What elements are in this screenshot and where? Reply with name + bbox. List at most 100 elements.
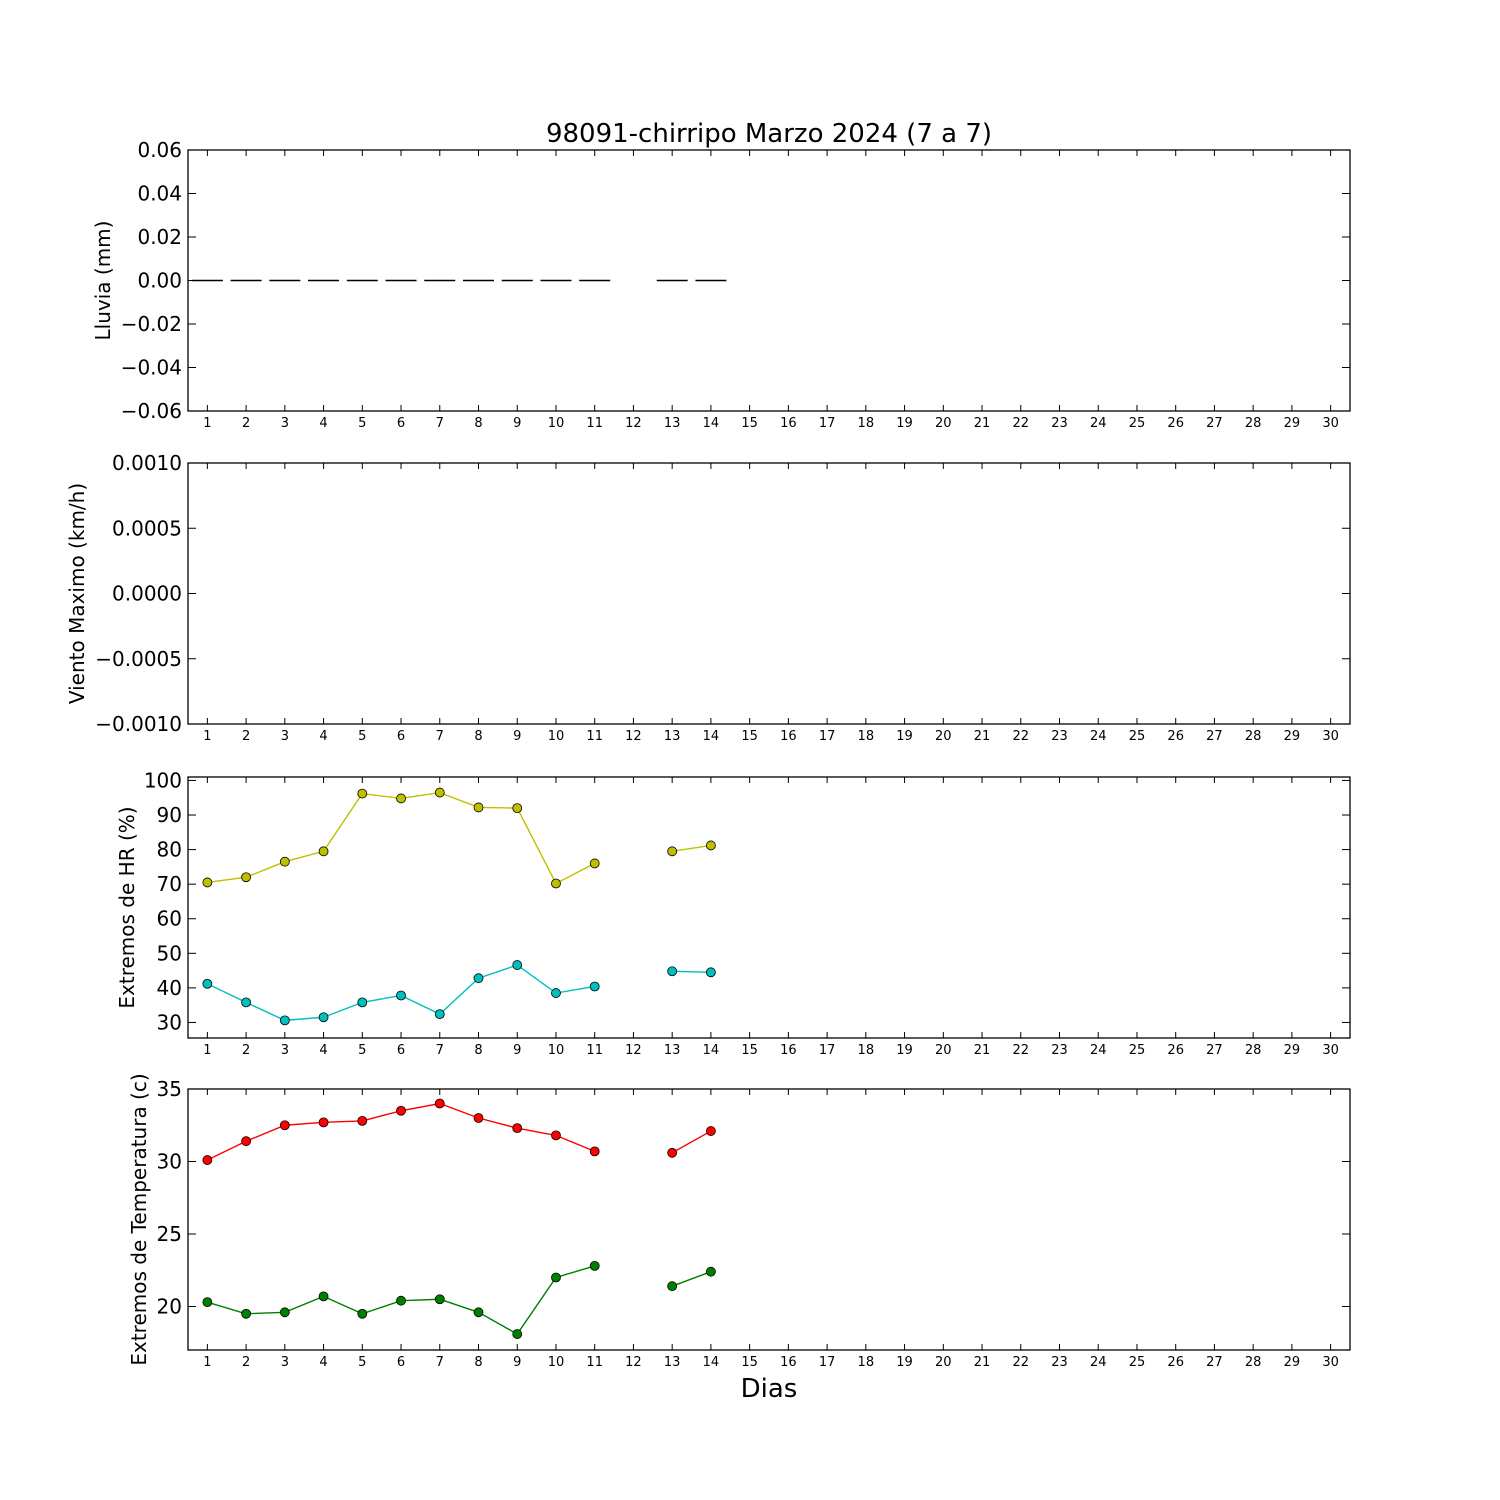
temp-min-point bbox=[357, 1308, 368, 1319]
hr-min-point bbox=[473, 973, 484, 984]
temp-max-point bbox=[551, 1130, 561, 1141]
hr-max-point bbox=[512, 803, 523, 814]
temp-max-point bbox=[241, 1136, 252, 1147]
x-tick-label: 6 bbox=[397, 416, 405, 431]
x-tick-label: 22 bbox=[1012, 729, 1029, 744]
hr-max-point bbox=[551, 878, 561, 889]
x-tick-label: 2 bbox=[242, 1043, 250, 1058]
y-tick-label: 80 bbox=[157, 838, 182, 862]
x-tick-label: 2 bbox=[242, 1355, 250, 1370]
hr-min-point bbox=[396, 990, 406, 1001]
x-tick-label: 28 bbox=[1245, 1355, 1262, 1370]
x-tick-label: 21 bbox=[974, 1355, 991, 1370]
x-tick-label: 17 bbox=[819, 1355, 836, 1370]
y-tick-label: 0.0010 bbox=[112, 451, 182, 475]
temp-max-point bbox=[357, 1116, 368, 1126]
x-tick-label: 6 bbox=[397, 729, 405, 744]
x-tick-label: 10 bbox=[548, 729, 565, 744]
y-tick-label: 70 bbox=[157, 872, 182, 896]
y-axis-label: Extremos de HR (%) bbox=[115, 806, 139, 1008]
x-tick-label: 11 bbox=[586, 416, 603, 431]
x-tick-label: 15 bbox=[741, 1355, 758, 1370]
x-tick-label: 8 bbox=[474, 1355, 482, 1370]
temp-max-line bbox=[671, 1130, 712, 1154]
hr-max-line bbox=[207, 791, 596, 885]
x-tick-label: 10 bbox=[548, 1355, 565, 1370]
temp-max-point bbox=[318, 1117, 329, 1128]
x-tick-label: 13 bbox=[664, 1355, 681, 1370]
x-tick-label: 19 bbox=[896, 416, 913, 431]
hr-max-point bbox=[318, 846, 329, 857]
x-tick-label: 8 bbox=[474, 1043, 482, 1058]
x-tick-label: 26 bbox=[1167, 1043, 1184, 1058]
x-tick-label: 24 bbox=[1090, 1355, 1107, 1370]
x-tick-label: 27 bbox=[1206, 1355, 1223, 1370]
chart-panels: 1 2 3 4 5 6 7 8 9 10 11 12 13 14 15 16 17 18 19 20 21 22 23 24 2… bbox=[65, 138, 1351, 1370]
x-tick-label: 1 bbox=[203, 416, 211, 431]
x-tick-label: 10 bbox=[548, 416, 565, 431]
y-tick-label: 0.0000 bbox=[112, 582, 182, 606]
temp-min-point bbox=[551, 1272, 561, 1283]
x-tick-label: 21 bbox=[974, 729, 991, 744]
x-tick-label: 30 bbox=[1322, 1043, 1339, 1058]
x-tick-label: 9 bbox=[513, 1043, 521, 1058]
y-axis-label: Extremos de Temperatura (c) bbox=[127, 1073, 151, 1365]
x-tick-label: 1 bbox=[203, 1043, 211, 1058]
x-tick-label: 14 bbox=[703, 1043, 720, 1058]
x-tick-label: 24 bbox=[1090, 729, 1107, 744]
x-axis-label: Dias bbox=[741, 1374, 798, 1404]
x-tick-label: 5 bbox=[358, 729, 366, 744]
hr-min-point bbox=[357, 997, 368, 1008]
x-tick-label: 11 bbox=[586, 1043, 603, 1058]
x-tick-label: 25 bbox=[1129, 729, 1146, 744]
x-tick-label: 25 bbox=[1129, 416, 1146, 431]
x-tick-label: 20 bbox=[935, 1043, 952, 1058]
x-tick-label: 13 bbox=[664, 416, 681, 431]
y-tick-label: 0.02 bbox=[137, 225, 182, 249]
x-tick-label: 4 bbox=[319, 1355, 327, 1370]
x-tick-label: 12 bbox=[625, 416, 642, 431]
y-tick-label: −0.06 bbox=[121, 399, 182, 423]
chart-title: 98091-chirripo Marzo 2024 (7 a 7) bbox=[546, 119, 992, 149]
y-tick-label: 90 bbox=[157, 803, 182, 827]
x-tick-label: 2 bbox=[242, 416, 250, 431]
y-tick-label: −0.02 bbox=[121, 312, 182, 336]
y-tick-label: 100 bbox=[144, 768, 182, 792]
temp-min-point bbox=[434, 1294, 445, 1305]
x-tick-label: 27 bbox=[1206, 1043, 1223, 1058]
temp-min-point bbox=[706, 1266, 716, 1277]
y-tick-label: 40 bbox=[157, 976, 182, 1000]
x-tick-label: 20 bbox=[935, 729, 952, 744]
hr-max-point bbox=[706, 840, 716, 851]
hr-max-point bbox=[202, 877, 213, 888]
x-tick-label: 3 bbox=[281, 729, 289, 744]
temp-min-point bbox=[396, 1295, 406, 1306]
y-tick-label: 20 bbox=[157, 1295, 182, 1319]
x-tick-label: 8 bbox=[474, 416, 482, 431]
temp-min-point bbox=[318, 1291, 329, 1302]
x-tick-label: 25 bbox=[1129, 1043, 1146, 1058]
x-tick-label: 11 bbox=[586, 1355, 603, 1370]
hr-min-point bbox=[434, 1009, 445, 1020]
x-tick-label: 17 bbox=[819, 416, 836, 431]
temp-min-point bbox=[589, 1261, 600, 1271]
x-tick-label: 5 bbox=[358, 1043, 366, 1058]
x-tick-label: 30 bbox=[1322, 416, 1339, 431]
y-tick-label: 50 bbox=[157, 941, 182, 965]
temp-max-point bbox=[202, 1155, 213, 1165]
hr-min-point bbox=[279, 1015, 290, 1026]
hr-min-point bbox=[551, 988, 561, 998]
hr-max-point bbox=[589, 858, 600, 869]
x-tick-label: 28 bbox=[1245, 1043, 1262, 1058]
temp-max-point bbox=[473, 1113, 484, 1123]
x-tick-label: 18 bbox=[858, 416, 875, 431]
x-tick-label: 7 bbox=[436, 1355, 444, 1370]
y-tick-label: 0.04 bbox=[137, 182, 182, 206]
hr-max-point bbox=[396, 793, 406, 804]
hr-min-point bbox=[241, 997, 252, 1008]
hr-max-point bbox=[241, 872, 252, 883]
temp-max-point bbox=[589, 1146, 600, 1157]
x-tick-label: 7 bbox=[436, 416, 444, 431]
y-axis-label: Lluvia (mm) bbox=[91, 221, 115, 341]
x-tick-label: 4 bbox=[319, 1043, 327, 1058]
